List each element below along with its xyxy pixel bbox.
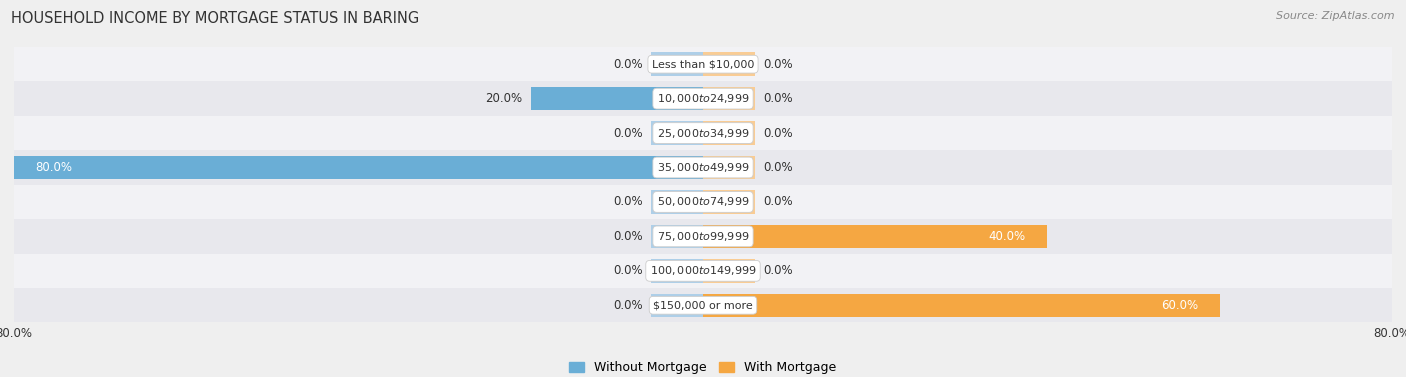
Bar: [703, 87, 755, 110]
Bar: [703, 156, 755, 179]
Bar: [703, 294, 1219, 317]
Legend: Without Mortgage, With Mortgage: Without Mortgage, With Mortgage: [564, 356, 842, 377]
Bar: [531, 87, 703, 110]
Text: $35,000 to $49,999: $35,000 to $49,999: [657, 161, 749, 174]
Text: Source: ZipAtlas.com: Source: ZipAtlas.com: [1277, 11, 1395, 21]
Text: $100,000 to $149,999: $100,000 to $149,999: [650, 264, 756, 277]
Bar: [14, 81, 1392, 116]
Bar: [651, 225, 703, 248]
Bar: [14, 150, 1392, 185]
Bar: [703, 190, 755, 214]
Text: $75,000 to $99,999: $75,000 to $99,999: [657, 230, 749, 243]
Bar: [651, 259, 703, 282]
Text: 0.0%: 0.0%: [763, 195, 793, 208]
Bar: [703, 121, 755, 145]
Bar: [703, 52, 755, 76]
Text: $10,000 to $24,999: $10,000 to $24,999: [657, 92, 749, 105]
Text: Less than $10,000: Less than $10,000: [652, 59, 754, 69]
Bar: [703, 259, 755, 282]
Text: HOUSEHOLD INCOME BY MORTGAGE STATUS IN BARING: HOUSEHOLD INCOME BY MORTGAGE STATUS IN B…: [11, 11, 419, 26]
Bar: [14, 288, 1392, 322]
Text: 0.0%: 0.0%: [613, 230, 643, 243]
Bar: [651, 121, 703, 145]
Text: $150,000 or more: $150,000 or more: [654, 300, 752, 310]
Text: 80.0%: 80.0%: [35, 161, 73, 174]
Text: 60.0%: 60.0%: [1161, 299, 1198, 312]
Text: $50,000 to $74,999: $50,000 to $74,999: [657, 195, 749, 208]
Text: 0.0%: 0.0%: [613, 58, 643, 70]
Text: 0.0%: 0.0%: [763, 92, 793, 105]
Text: 40.0%: 40.0%: [988, 230, 1026, 243]
Bar: [14, 116, 1392, 150]
Text: 0.0%: 0.0%: [763, 58, 793, 70]
Text: 0.0%: 0.0%: [763, 264, 793, 277]
Text: 0.0%: 0.0%: [613, 127, 643, 139]
Text: 0.0%: 0.0%: [613, 195, 643, 208]
Bar: [651, 190, 703, 214]
Text: 0.0%: 0.0%: [613, 264, 643, 277]
Text: 0.0%: 0.0%: [613, 299, 643, 312]
Text: 0.0%: 0.0%: [763, 161, 793, 174]
Bar: [703, 225, 1047, 248]
Bar: [14, 219, 1392, 254]
Text: 0.0%: 0.0%: [763, 127, 793, 139]
Text: 20.0%: 20.0%: [485, 92, 522, 105]
Text: $25,000 to $34,999: $25,000 to $34,999: [657, 127, 749, 139]
Bar: [14, 185, 1392, 219]
Bar: [14, 156, 703, 179]
Bar: [14, 254, 1392, 288]
Bar: [14, 47, 1392, 81]
Bar: [651, 52, 703, 76]
Bar: [651, 294, 703, 317]
